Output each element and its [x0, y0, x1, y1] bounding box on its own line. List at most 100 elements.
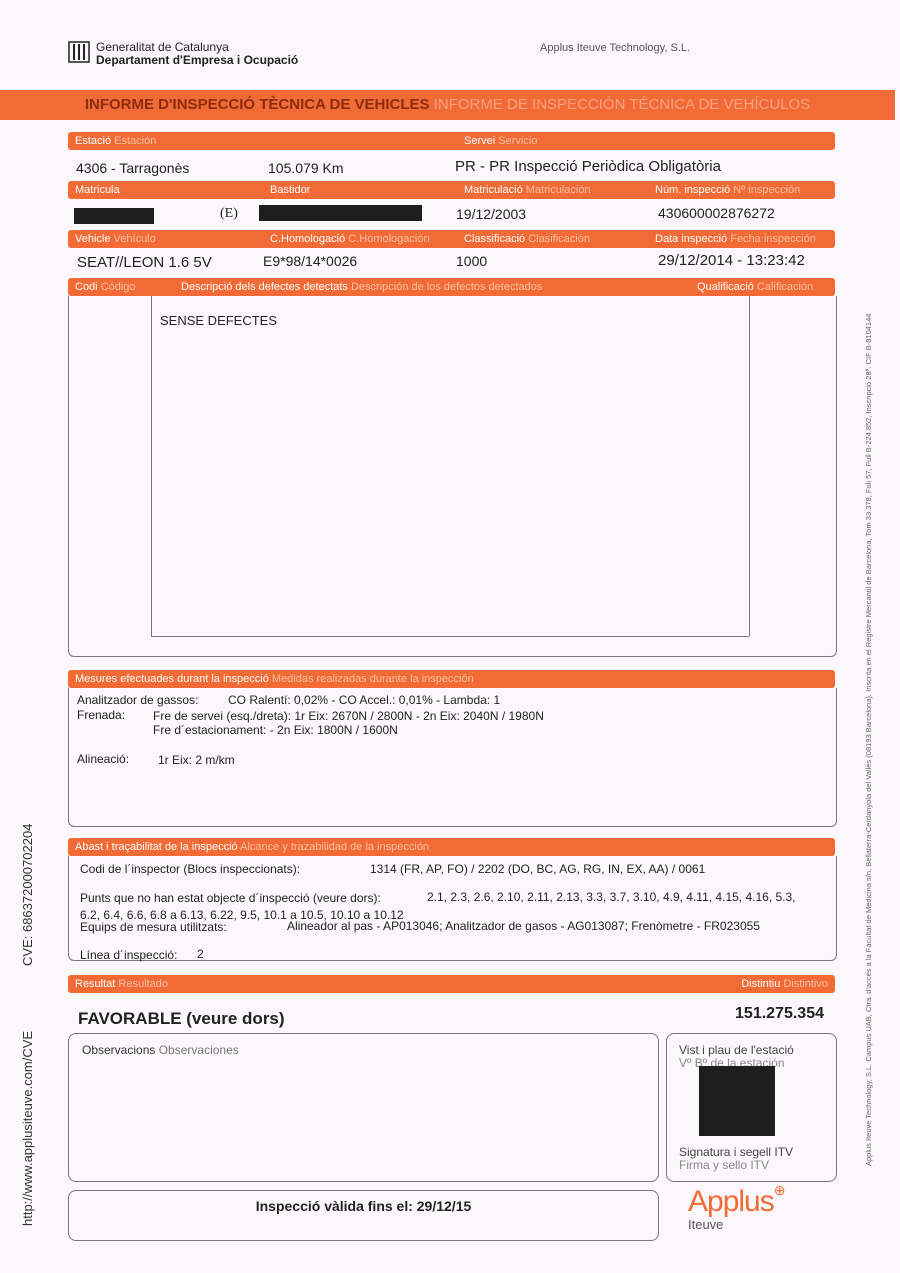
label-distintiu: Distintiu — [741, 978, 781, 990]
label-servicio: Servicio — [498, 135, 538, 147]
line-value: 2 — [197, 947, 204, 961]
header-bar-scope: Abast i traçabilitat de la inspecció Alc… — [68, 838, 835, 856]
inspector-label: Codi de l´inspector (Blocs inspeccionats… — [80, 862, 301, 876]
estacio-value: 4306 - Tarragonès — [76, 160, 190, 176]
row-divider — [151, 636, 749, 637]
org-name: Generalitat de Catalunya Departament d'E… — [96, 41, 298, 67]
label-codi: Codi — [75, 281, 98, 293]
header-bar-result: Resultat Resultado Distintiu Distintivo — [68, 975, 835, 993]
label-homologacio: C.Homologació — [270, 233, 346, 245]
defects-text: SENSE DEFECTES — [160, 313, 278, 328]
classificacio-value: 1000 — [456, 253, 488, 269]
title-ca: INFORME D'INSPECCIÓ TÈCNICA DE VEHICLES — [84, 96, 430, 113]
inspector-value: 1314 (FR, AP, FO) / 2202 (DO, BC, AG, RG… — [370, 862, 706, 876]
generalitat-logo-icon — [68, 41, 90, 63]
org-line1: Generalitat de Catalunya — [96, 40, 229, 54]
label-servei: Servei — [464, 135, 496, 147]
logo-brand: Applus — [688, 1185, 775, 1218]
label-estacion: Estación — [114, 135, 157, 147]
label-vehicle: Vehicle — [75, 233, 111, 245]
applus-logo: Applus⊕ Iteuve — [688, 1182, 786, 1232]
redacted-stamp — [699, 1066, 775, 1136]
header-bar-defects: Codi Código Descripció dels defectes det… — [68, 278, 835, 296]
redacted-plate — [74, 208, 154, 224]
cve-url: http://www.applusiteuve.com/CVE — [20, 1030, 35, 1226]
label-abast: Abast i traçabilitat de la inspecció — [75, 841, 238, 853]
title-es: INFORME DE INSPECCIÓN TÉCNICA DE VEHÍCUL… — [433, 96, 811, 113]
observations-box: Observacions Observaciones — [68, 1033, 659, 1182]
header-bar-estacio: Estació Estación Servei Servicio — [68, 132, 835, 150]
gas-value: CO Ralentí: 0,02% - CO Accel.: 0,01% - L… — [228, 693, 501, 707]
label-alcance: Alcance y trazabilidad de la inspección — [240, 841, 430, 853]
column-divider — [749, 296, 750, 636]
vehicle-value: SEAT//LEON 1.6 5V — [77, 254, 212, 271]
homologacio-value: E9*98/14*0026 — [263, 253, 358, 269]
column-divider — [151, 296, 152, 636]
points-value-line1: 2.1, 2.3, 2.6, 2.10, 2.11, 2.13, 3.3, 3.… — [427, 890, 796, 904]
matriculacio-value: 19/12/2003 — [456, 206, 527, 222]
label-estacio: Estació — [75, 135, 112, 147]
label-homologacion: C.Homologación — [348, 233, 430, 245]
equip-value: Alineador al pas - AP013046; Analitzador… — [287, 919, 760, 933]
validity-box: Inspecció vàlida fins el: 29/12/15 — [68, 1190, 659, 1241]
label-qualificacio: Qualificació — [697, 281, 754, 293]
label-resultat: Resultat — [75, 978, 116, 990]
label-calificacion: Calificación — [756, 281, 814, 293]
label-matricula: Matricula — [75, 184, 120, 196]
badge-value: 151.275.354 — [735, 1005, 824, 1022]
label-codigo: Código — [100, 281, 136, 293]
gas-label: Analitzador de gassos: — [77, 693, 199, 707]
title-banner: INFORME D'INSPECCIÓ TÈCNICA DE VEHICLES … — [0, 90, 895, 120]
label-descripcio: Descripció dels defectes detectats — [181, 281, 348, 293]
header-bar-matricula: Matricula Bastidor Matriculació Matricul… — [68, 181, 835, 199]
measures-box: Analitzador de gassos: CO Ralentí: 0,02%… — [68, 688, 837, 827]
redacted-vin — [259, 205, 422, 221]
label-fecha-inspeccion: Fecha inspección — [730, 233, 816, 245]
label-distintivo: Distintivo — [783, 978, 828, 990]
plus-circle-icon: ⊕ — [773, 1182, 786, 1198]
brake-parking-value: Fre d´estacionament: - 2n Eix: 1800N / 1… — [153, 723, 398, 737]
header-bar-vehicle: Vehicle Vehículo C.Homologació C.Homolog… — [68, 230, 835, 248]
points-label: Punts que no han estat objecte d´inspecc… — [80, 891, 381, 905]
label-firma: Firma y sello ITV — [679, 1158, 770, 1172]
defects-box: SENSE DEFECTES — [68, 296, 837, 657]
scope-box: Codi de l´inspector (Blocs inspeccionats… — [68, 856, 837, 962]
cve-code: CVE: 686372000702204 — [20, 823, 35, 966]
label-descripcion: Descripción de los defectos detectados — [350, 281, 543, 293]
result-value: FAVORABLE (veure dors) — [78, 1009, 285, 1028]
align-label: Alineació: — [77, 752, 130, 766]
stamp-box: Vist i plau de l'estació Vº Bº de la est… — [666, 1033, 837, 1182]
label-clasificacion: Clasificación — [528, 233, 590, 245]
label-data-inspeccio: Data inspecció — [655, 233, 728, 245]
validity-text: Inspecció vàlida fins el: 29/12/15 — [255, 1198, 472, 1214]
align-value: 1r Eix: 2 m/km — [158, 753, 235, 767]
label-matriculacion: Matriculación — [525, 184, 591, 196]
line-label: Línea d´inspecció: — [80, 948, 178, 962]
points-value-line2: 6.2, 6.4, 6.6, 6.8 a 6.13, 6.22, 9.5, 10… — [80, 908, 404, 922]
label-mesures: Mesures efectuades durant la inspecció — [75, 673, 269, 685]
label-bastidor: Bastidor — [270, 184, 311, 196]
label-classificacio: Classificació — [464, 233, 526, 245]
label-vehiculo: Vehículo — [113, 233, 156, 245]
company-name: Applus Iteuve Technology, S.L. — [540, 42, 691, 54]
label-medidas: Medidas realizadas durante la inspección — [271, 673, 474, 685]
label-num-inspeccion: Nº inspección — [733, 184, 801, 196]
org-line2: Departament d'Empresa i Ocupació — [96, 53, 299, 67]
km-value: 105.079 Km — [268, 160, 344, 176]
label-observacions: Observacions — [82, 1043, 156, 1057]
equip-label: Equips de mesura utilitzats: — [80, 920, 227, 934]
label-num-inspeccio: Núm. inspecció — [655, 184, 731, 196]
data-inspeccio-value: 29/12/2014 - 13:23:42 — [658, 252, 805, 269]
label-resultado: Resultado — [118, 978, 168, 990]
label-signatura: Signatura i segell ITV — [679, 1145, 794, 1159]
label-vist-i-plau: Vist i plau de l'estació — [679, 1043, 794, 1057]
label-matriculacio: Matriculació — [464, 184, 523, 196]
label-observaciones: Observaciones — [158, 1043, 239, 1057]
brake-service-value: Fre de servei (esq./dreta): 1r Eix: 2670… — [153, 709, 544, 723]
num-inspeccio-value: 430600002876272 — [658, 205, 775, 221]
plate-suffix: (E) — [220, 206, 238, 221]
company-legal-text: Applus Iteuve Technology, S.L. Campus UA… — [864, 313, 873, 1166]
servei-value: PR - PR Inspecció Periòdica Obligatòria — [455, 158, 721, 175]
logo-sub: Iteuve — [688, 1217, 724, 1232]
brake-label: Frenada: — [77, 708, 126, 722]
